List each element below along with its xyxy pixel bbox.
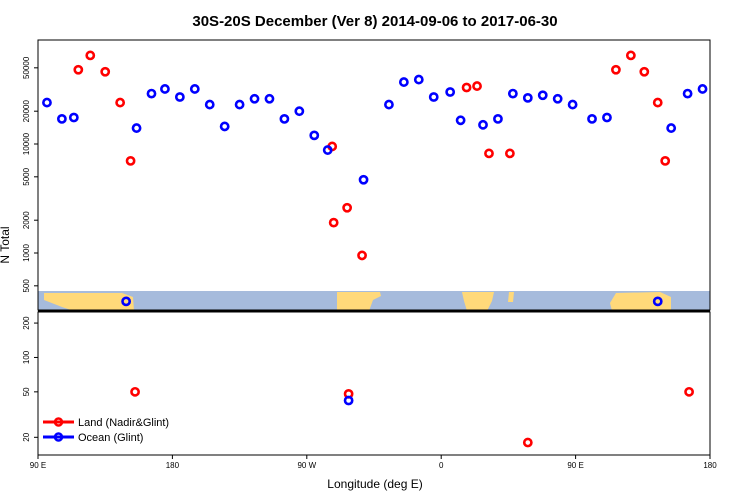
y-tick-label: 1000 (22, 244, 31, 262)
x-tick-label: 180 (166, 461, 180, 470)
legend-label-land: Land (Nadir&Glint) (78, 417, 169, 429)
legend: Land (Nadir&Glint) Ocean (Glint) (43, 417, 169, 444)
ocean-point (537, 90, 548, 101)
land-point (328, 217, 339, 228)
ocean-point (174, 92, 185, 102)
land-madagascar (508, 292, 514, 302)
map-strip (38, 291, 710, 312)
land-point (115, 97, 126, 108)
data-points (42, 50, 708, 448)
chart-title: 30S-20S December (Ver 8) 2014-09-06 to 2… (192, 13, 557, 30)
y-tick-label: 2000 (22, 211, 31, 229)
ocean-point (552, 93, 563, 104)
ocean-point (294, 106, 305, 117)
land-south-america (337, 292, 381, 311)
land-point (611, 64, 621, 75)
ocean-point (445, 87, 456, 97)
ocean-point (478, 119, 488, 130)
ocean-point (131, 123, 142, 133)
land-point (625, 50, 636, 61)
x-tick-label: 90 W (297, 461, 316, 470)
y-tick-label: 100 (22, 350, 31, 364)
ocean-point (264, 93, 275, 104)
land-point (639, 66, 650, 77)
ocean-point (279, 113, 290, 124)
y-tick-label: 50 (22, 387, 31, 396)
land-point (357, 250, 367, 261)
upper-plot-frame (37, 39, 711, 311)
land-australia (44, 293, 134, 311)
y-tick-label: 20000 (22, 100, 31, 123)
y-tick-label: 10000 (22, 132, 31, 155)
x-axis: 90 E 180 90 W 0 90 E 180 (30, 455, 717, 470)
ocean-point (455, 115, 466, 126)
x-axis-label: Longitude (deg E) (327, 477, 422, 491)
ocean-point (602, 112, 612, 123)
ocean-point (204, 99, 215, 110)
y-tick-label: 50000 (22, 56, 31, 79)
ocean-point (219, 121, 230, 132)
x-tick-label: 90 E (567, 461, 583, 470)
ocean-point (358, 174, 369, 185)
land-point (85, 50, 96, 61)
ocean-point (160, 84, 170, 94)
ocean-point (522, 92, 533, 103)
land-point (504, 148, 515, 159)
land-point (484, 148, 494, 159)
land-point (660, 155, 671, 166)
land-africa (462, 292, 494, 311)
ocean-point (413, 74, 424, 85)
land-point (125, 155, 136, 166)
ocean-point (343, 395, 354, 406)
ocean-point (384, 99, 394, 110)
y-tick-label: 500 (22, 279, 31, 293)
ocean-point (682, 88, 693, 99)
ocean-point (493, 113, 503, 124)
lower-y-axis: 20 50 100 200 (22, 316, 38, 442)
lower-plot-frame (37, 311, 711, 456)
ocean-point (189, 84, 200, 94)
ocean-point (234, 99, 245, 110)
ocean-point (697, 84, 708, 94)
land-australia-repeat (610, 292, 671, 311)
ocean-point (587, 113, 597, 124)
ocean-point (121, 296, 132, 307)
y-tick-label: 200 (22, 316, 31, 330)
y-tick-label: 5000 (22, 167, 31, 185)
land-point (130, 386, 140, 397)
land-point (522, 437, 533, 448)
ocean-point (56, 113, 67, 124)
land-point (100, 66, 111, 77)
ocean-point (652, 296, 663, 307)
x-tick-label: 180 (703, 461, 717, 470)
ocean-point (146, 88, 157, 99)
y-axis-label: N Total (0, 226, 12, 263)
ocean-point (42, 97, 52, 108)
ocean-point (398, 77, 409, 87)
legend-marker-ocean (53, 432, 64, 442)
land-point (73, 64, 84, 75)
land-point (684, 386, 694, 397)
ocean-point (68, 112, 79, 123)
y-tick-label: 20 (22, 432, 31, 441)
ocean-point (567, 99, 578, 110)
land-point (342, 202, 353, 213)
ocean-point (666, 123, 677, 133)
ocean-point (249, 93, 260, 104)
legend-marker-land (53, 417, 64, 427)
legend-label-ocean: Ocean (Glint) (78, 432, 143, 444)
x-tick-label: 0 (439, 461, 444, 470)
ocean-point (507, 88, 518, 99)
land-point (461, 82, 472, 93)
ocean-point (309, 130, 320, 141)
land-point (652, 97, 663, 108)
x-tick-label: 90 E (30, 461, 46, 470)
ocean-point (428, 92, 439, 102)
land-point (472, 81, 482, 91)
upper-y-axis: 500 1000 2000 5000 10000 20000 50000 (22, 56, 38, 292)
ocean-point (322, 145, 333, 155)
